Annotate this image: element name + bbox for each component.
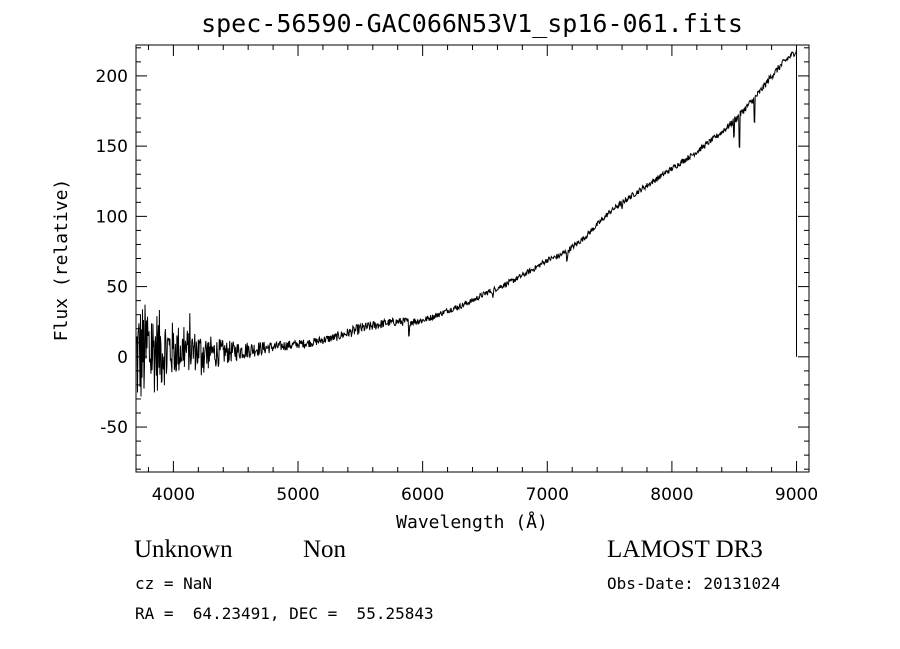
x-tick-label: 4000 (152, 485, 195, 505)
x-tick-labels: 4000 5000 6000 7000 8000 9000 (152, 485, 818, 505)
x-tick-label: 6000 (401, 485, 444, 505)
y-axis-label: Flux (relative) (51, 179, 72, 342)
y-tick-label: 50 (106, 278, 128, 298)
obs-date: Obs-Date: 20131024 (607, 574, 781, 593)
x-axis-label: Wavelength (Å) (396, 511, 548, 533)
y-tick-label: -50 (100, 418, 128, 438)
x-tick-label: 8000 (650, 485, 693, 505)
y-tick-label: 150 (96, 137, 128, 157)
object-class: Unknown (134, 536, 233, 563)
y-tick-label: 200 (96, 67, 128, 87)
spectrum-line (135, 49, 797, 397)
x-tick-label: 9000 (775, 485, 818, 505)
y-tick-label: 0 (117, 348, 128, 368)
x-tick-label: 7000 (526, 485, 569, 505)
plot-frame (135, 44, 810, 473)
survey-name: LAMOST DR3 (607, 536, 763, 563)
chart-title: spec-56590-GAC066N53V1_sp16-061.fits (201, 9, 743, 38)
object-subclass: Non (303, 536, 347, 563)
redshift-cz: cz = NaN (135, 574, 213, 593)
y-tick-label: 100 (96, 207, 128, 227)
x-tick-label: 5000 (276, 485, 319, 505)
coordinates: RA = 64.23491, DEC = 55.25843 (135, 604, 434, 623)
axis-ticks (136, 45, 809, 472)
y-tick-labels: -50 0 50 100 150 200 (96, 67, 128, 438)
spectrum-chart: spec-56590-GAC066N53V1_sp16-061.fits 400… (51, 9, 818, 533)
